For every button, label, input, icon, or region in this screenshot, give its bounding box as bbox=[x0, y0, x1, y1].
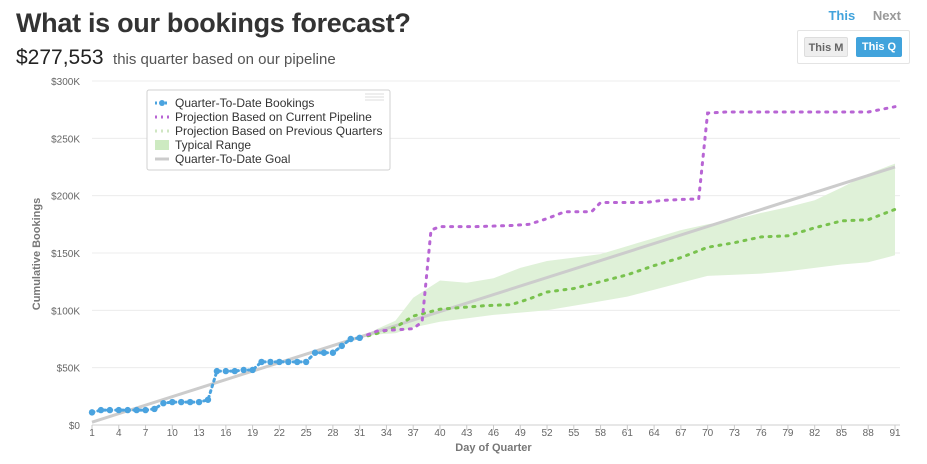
qtd-bookings-point bbox=[329, 349, 337, 356]
y-tick-label: $200K bbox=[51, 192, 80, 203]
x-tick-label: 34 bbox=[381, 428, 393, 439]
qtd-bookings-point bbox=[106, 406, 114, 414]
series-layer bbox=[88, 105, 897, 416]
qtd-bookings-point bbox=[160, 400, 167, 407]
y-axis-title: Cumulative Bookings bbox=[31, 198, 43, 310]
qtd-bookings-point bbox=[186, 398, 194, 406]
x-tick-label: 91 bbox=[889, 428, 901, 439]
x-tick-label: 22 bbox=[274, 428, 286, 439]
qtd-bookings-point bbox=[178, 398, 185, 406]
x-tick-label: 55 bbox=[568, 428, 580, 439]
x-tick-label: 70 bbox=[702, 428, 714, 439]
page-title: What is our bookings forecast? bbox=[16, 8, 411, 38]
qtd-bookings-point bbox=[142, 406, 149, 414]
x-tick-label: 4 bbox=[116, 428, 122, 439]
x-tick-label: 37 bbox=[408, 428, 420, 439]
x-tick-label: 7 bbox=[143, 428, 149, 439]
chart-axes: $0 $50K $100K $150K $200K $250K $300K 1 4 7 10 13 16… bbox=[31, 77, 901, 454]
this-quarter-button[interactable]: This Q bbox=[856, 37, 902, 57]
legend-label: Projection Based on Previous Quarters bbox=[175, 124, 382, 138]
qtd-bookings-point bbox=[169, 398, 176, 406]
qtd-bookings-point bbox=[356, 334, 363, 342]
x-tick-label: 67 bbox=[675, 428, 687, 439]
qtd-bookings-point bbox=[115, 406, 122, 414]
x-tick-label: 64 bbox=[649, 428, 661, 439]
x-axis-title: Day of Quarter bbox=[455, 442, 532, 454]
qtd-bookings-point bbox=[347, 335, 354, 343]
qtd-bookings-point bbox=[240, 366, 247, 374]
y-tick-label: $250K bbox=[51, 134, 80, 145]
qtd-bookings-point bbox=[204, 396, 212, 403]
qtd-bookings-point bbox=[213, 367, 221, 375]
this-month-button[interactable]: This M bbox=[804, 37, 848, 57]
qtd-bookings-point bbox=[276, 358, 283, 366]
legend-box bbox=[146, 89, 391, 171]
x-tick-label: 85 bbox=[836, 428, 848, 439]
period-toggle: This M This Q bbox=[797, 30, 910, 64]
nav-this-link[interactable]: This bbox=[828, 8, 856, 23]
legend-swatch-range bbox=[155, 140, 169, 150]
y-tick-label: $0 bbox=[69, 421, 81, 432]
qtd-bookings-point bbox=[133, 406, 140, 414]
qtd-bookings-point bbox=[311, 349, 319, 356]
qtd-bookings-point bbox=[97, 406, 105, 414]
period-nav: This Next bbox=[814, 8, 901, 23]
legend-label: Quarter-To-Date Bookings bbox=[175, 96, 314, 110]
x-tick-label: 19 bbox=[247, 428, 259, 439]
qtd-bookings-point bbox=[88, 409, 96, 416]
y-tick-label: $150K bbox=[51, 249, 80, 260]
qtd-bookings-point bbox=[195, 398, 203, 406]
x-tick-label: 73 bbox=[729, 428, 741, 439]
goal-line bbox=[91, 165, 896, 424]
goal-line-layer bbox=[91, 165, 896, 424]
legend-swatch-qtd-marker bbox=[159, 100, 165, 106]
x-tick-label: 79 bbox=[782, 428, 794, 439]
x-tick-label: 49 bbox=[515, 428, 527, 439]
x-tick-label: 52 bbox=[541, 428, 553, 439]
forecast-summary: $277,553 this quarter based on our pipel… bbox=[16, 46, 336, 70]
x-tick-label: 31 bbox=[354, 428, 366, 439]
forecast-caption: this quarter based on our pipeline bbox=[113, 51, 336, 68]
x-tick-label: 16 bbox=[220, 428, 232, 439]
qtd-bookings-point bbox=[285, 358, 292, 366]
x-tick-label: 13 bbox=[194, 428, 206, 439]
x-tick-label: 46 bbox=[488, 428, 500, 439]
x-tick-label: 25 bbox=[301, 428, 313, 439]
qtd-bookings-point bbox=[124, 406, 131, 414]
qtd-bookings-point bbox=[222, 367, 230, 375]
x-tick-label: 61 bbox=[622, 428, 634, 439]
previous-quarters-projection-line bbox=[358, 207, 897, 340]
x-tick-label: 76 bbox=[756, 428, 768, 439]
x-tick-label: 88 bbox=[863, 428, 875, 439]
x-tick-label: 28 bbox=[327, 428, 339, 439]
nav-next-link[interactable]: Next bbox=[872, 8, 901, 23]
x-tick-label: 43 bbox=[461, 428, 473, 439]
qtd-bookings-point bbox=[231, 367, 238, 375]
forecast-amount: $277,553 bbox=[16, 46, 104, 69]
qtd-bookings-point bbox=[320, 349, 328, 356]
x-tick-label: 58 bbox=[595, 428, 607, 439]
x-tick-label: 82 bbox=[809, 428, 821, 439]
legend-label: Projection Based on Current Pipeline bbox=[175, 110, 372, 124]
qtd-bookings-point bbox=[267, 358, 274, 366]
qtd-bookings-point bbox=[294, 358, 301, 366]
x-tick-label: 1 bbox=[89, 428, 95, 439]
y-tick-label: $300K bbox=[51, 77, 80, 88]
y-tick-label: $50K bbox=[57, 364, 81, 375]
qtd-bookings-point bbox=[302, 358, 310, 366]
qtd-bookings-point bbox=[249, 366, 256, 374]
legend-label: Typical Range bbox=[175, 138, 251, 152]
legend-label: Quarter-To-Date Goal bbox=[175, 152, 290, 166]
y-tick-label: $100K bbox=[51, 306, 80, 317]
qtd-bookings-point bbox=[338, 342, 346, 350]
x-tick-label: 10 bbox=[167, 428, 179, 439]
qtd-bookings-point bbox=[258, 358, 265, 366]
qtd-bookings-point bbox=[151, 405, 158, 413]
x-tick-label: 40 bbox=[434, 428, 446, 439]
